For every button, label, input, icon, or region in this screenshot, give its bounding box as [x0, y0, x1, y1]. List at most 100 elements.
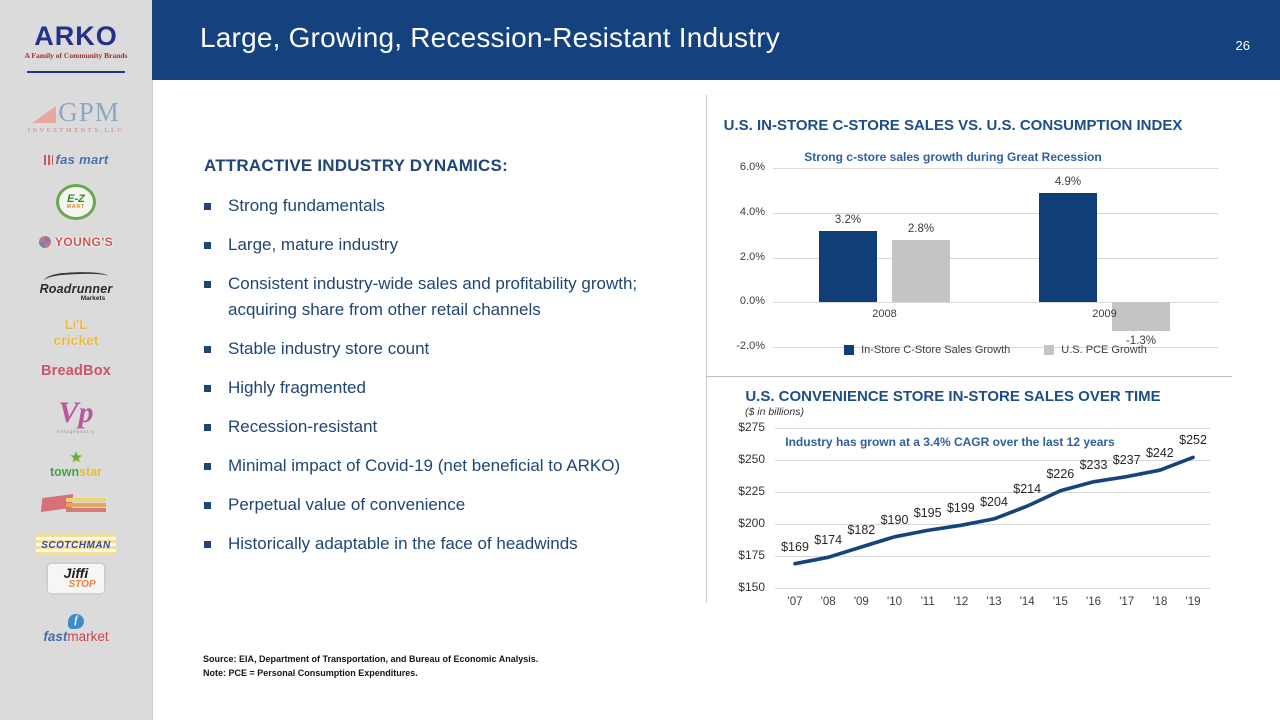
- data-point-label: $242: [1145, 446, 1174, 461]
- youngs-wordmark: YOUNG'S: [54, 235, 114, 249]
- gridline: [775, 492, 1210, 493]
- bullet-square-icon: [204, 541, 211, 548]
- gridline: [775, 588, 1210, 589]
- fas-mart-wordmark: fas mart: [55, 152, 109, 167]
- y-axis-tick-label: $200: [738, 516, 765, 530]
- data-point-label: $252: [1179, 433, 1207, 448]
- y-axis-tick-label: 0.0%: [739, 295, 765, 308]
- bar-cstore-sales: [1039, 192, 1097, 303]
- slide-title: Large, Growing, Recession-Resistant Indu…: [200, 22, 780, 53]
- line-plot: $169 $174 $182 $190 $195 $199 $204 $214 $226 $233…: [775, 428, 1210, 589]
- bar-cstore-sales: [819, 230, 877, 303]
- arko-logo: ARKO A Family of Community Brands: [0, 21, 152, 74]
- data-point-label: $233: [1079, 457, 1108, 472]
- bullet-text: Recession-resistant: [228, 417, 378, 436]
- gridline: [773, 257, 1218, 259]
- legend-label: U.S. PCE Growth: [1061, 344, 1147, 356]
- gpm-subtext: INVESTMENTS,LLC: [27, 127, 125, 135]
- bullet-square-icon: [204, 346, 211, 353]
- lil-cricket-wordmark-line2: cricket: [53, 331, 99, 348]
- bullet-item: Minimal impact of Covid-19 (net benefici…: [204, 453, 684, 479]
- bullet-text: Minimal impact of Covid-19 (net benefici…: [228, 456, 621, 475]
- gridline: [773, 168, 1218, 169]
- page-number: 26: [1235, 38, 1250, 53]
- y-axis-tick-label: $150: [738, 580, 765, 594]
- scotchman-stripe-plate: SCOTCHMAN: [36, 534, 116, 555]
- data-point-label: $199: [946, 501, 975, 516]
- bar-value-label: 3.2%: [834, 213, 862, 226]
- ez-mart-wordmark: E-Z: [67, 192, 85, 205]
- bar-legend: In-Store C-Store Sales Growth U.S. PCE Gr…: [773, 344, 1218, 356]
- units-note: ($ in billions): [745, 406, 804, 418]
- bullet-square-icon: [204, 242, 211, 249]
- x-axis-tick-label: '14: [1019, 596, 1035, 608]
- y-axis-tick-label: $225: [738, 484, 765, 498]
- slide-header: Large, Growing, Recession-Resistant Indu…: [152, 0, 1280, 80]
- breadbox-wordmark: BreadBox: [40, 363, 112, 379]
- jiffi-stop-logo: Jiffi STOP: [0, 564, 152, 593]
- gridline: [775, 460, 1210, 461]
- fastmarket-wordmark-fast: fast: [43, 629, 68, 644]
- bullet-square-icon: [204, 424, 211, 431]
- bar-pce-growth: [892, 239, 950, 303]
- x-axis-tick-label: '18: [1152, 596, 1168, 608]
- data-point-label: $169: [781, 539, 809, 554]
- jiffi-stop-plate: Jiffi STOP: [48, 564, 104, 593]
- horizontal-divider: [706, 376, 1232, 377]
- bar-pce-growth: [1112, 302, 1170, 332]
- bullet-item: Strong fundamentals: [204, 193, 684, 219]
- vertical-divider: [706, 95, 707, 603]
- data-point-label: $190: [880, 512, 909, 527]
- data-point-label: $226: [1046, 466, 1075, 481]
- x-axis-tick-label: '19: [1185, 596, 1201, 608]
- gpm-triangle-icon: [32, 106, 57, 124]
- lil-cricket-wordmark-line1: Li'L: [64, 317, 88, 332]
- legend-item: In-Store C-Store Sales Growth: [844, 344, 1010, 356]
- line-chart-title: U.S. CONVENIENCE STORE IN-STORE SALES OV…: [745, 388, 1161, 405]
- fastmarket-bird-icon: f: [68, 614, 84, 629]
- data-point-label: $174: [814, 533, 843, 548]
- gridline: [775, 556, 1210, 557]
- village-pantry-logo: Vp villagepantry: [0, 398, 152, 435]
- y-axis-tick-label: 6.0%: [739, 161, 765, 173]
- ez-mart-subtext: MART: [66, 203, 86, 210]
- ez-mart-badge-icon: E-Z MART: [56, 184, 96, 220]
- gridline: [775, 524, 1210, 525]
- x-axis-tick-label: 2009: [1092, 308, 1117, 320]
- townstar-star-icon: ★: [69, 449, 83, 466]
- gridline: [773, 302, 1218, 304]
- y-axis-tick-label: $175: [738, 548, 765, 562]
- bar-chart: U.S. IN-STORE C-STORE SALES VS. U.S. CON…: [703, 110, 1233, 375]
- scotchman-logo: SCOTCHMAN: [0, 534, 152, 555]
- townstar-logo: ★ townstar: [0, 450, 152, 479]
- legend-label: In-Store C-Store Sales Growth: [861, 344, 1011, 356]
- jiffi-stop-wordmark-line2: STOP: [68, 579, 96, 590]
- bar-chart-title: U.S. IN-STORE C-STORE SALES VS. U.S. CON…: [723, 117, 1183, 134]
- brand-sidebar: ARKO A Family of Community Brands GPM IN…: [0, 0, 153, 720]
- data-point-label: $182: [847, 523, 876, 538]
- bullet-square-icon: [204, 281, 211, 288]
- y-axis-tick-label: 4.0%: [739, 205, 765, 218]
- section-heading: ATTRACTIVE INDUSTRY DYNAMICS:: [204, 156, 508, 175]
- industry-dynamics-block: ATTRACTIVE INDUSTRY DYNAMICS: Strong fun…: [204, 156, 684, 570]
- arko-rule: [27, 71, 125, 74]
- source-note: Source: EIA, Department of Transportatio…: [203, 653, 538, 680]
- fastmarket-wordmark-market: market: [67, 629, 109, 644]
- x-axis-tick-label: '17: [1119, 596, 1135, 608]
- townstar-wordmark-star: star: [79, 465, 103, 479]
- data-point-label: $204: [980, 494, 1008, 509]
- roadrunner-subtext: Markets: [80, 295, 106, 303]
- arko-wordmark: ARKO: [34, 21, 118, 51]
- x-axis-tick-label: '11: [920, 596, 935, 608]
- ez-mart-logo: E-Z MART: [0, 184, 152, 220]
- gridline: [773, 347, 1218, 348]
- data-point-label: $237: [1112, 452, 1141, 467]
- breadbox-logo: BreadBox: [0, 363, 152, 379]
- bullet-item: Highly fragmented: [204, 375, 684, 401]
- bullet-square-icon: [204, 463, 211, 470]
- bullet-text: Stable industry store count: [228, 339, 430, 358]
- bar-value-label: 4.9%: [1054, 175, 1082, 188]
- bar-plot: 3.2% 4.9% 2.8% -1.3%: [773, 168, 1218, 348]
- x-axis-tick-label: '07: [787, 596, 803, 608]
